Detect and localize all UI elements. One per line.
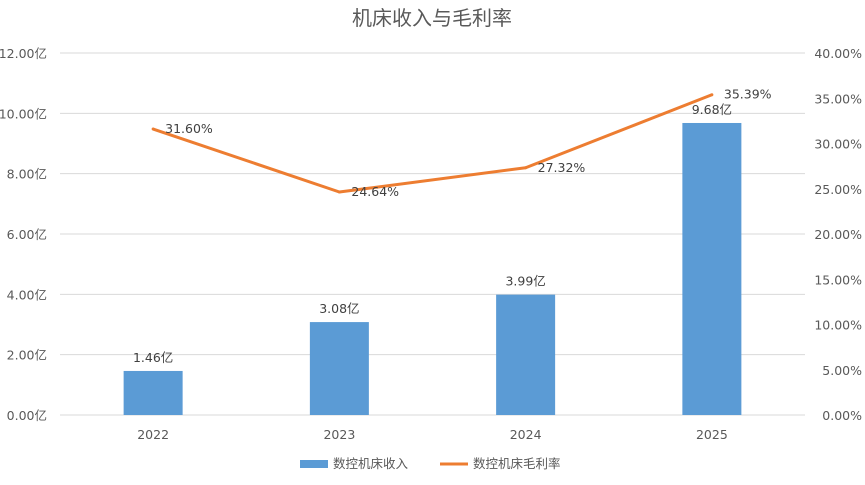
margin-line xyxy=(152,93,713,194)
right-tick-label: 0.00% xyxy=(822,408,862,423)
right-tick-label: 10.00% xyxy=(814,318,862,333)
line-data-label: 24.64% xyxy=(351,184,399,199)
line-series xyxy=(151,93,714,194)
bar-data-label: 3.08亿 xyxy=(319,301,359,316)
line-data-label: 31.60% xyxy=(165,121,213,136)
x-axis-ticks: 2022 2023 2024 2025 xyxy=(137,427,728,442)
x-tick-label: 2024 xyxy=(510,427,542,442)
legend-swatch-revenue xyxy=(300,460,328,468)
legend-label-margin: 数控机床毛利率 xyxy=(473,456,561,471)
left-tick-label: 4.00亿 xyxy=(7,287,47,302)
x-tick-label: 2023 xyxy=(323,427,355,442)
left-tick-label: 2.00亿 xyxy=(7,348,47,363)
bar-data-label: 3.99亿 xyxy=(505,274,545,289)
x-tick-label: 2022 xyxy=(137,427,169,442)
bar xyxy=(123,370,183,415)
right-tick-label: 30.00% xyxy=(814,137,862,152)
bar xyxy=(309,322,369,415)
left-tick-label: 8.00亿 xyxy=(7,167,47,182)
left-tick-label: 12.00亿 xyxy=(0,46,47,61)
line-point xyxy=(710,93,714,97)
right-axis-ticks: 0.00% 5.00% 10.00% 15.00% 20.00% 25.00% 30.00%… xyxy=(814,46,862,423)
line-point xyxy=(524,166,528,170)
bar-data-label: 9.68亿 xyxy=(692,102,732,117)
left-tick-label: 0.00亿 xyxy=(7,408,47,423)
right-tick-label: 15.00% xyxy=(814,272,862,287)
line-data-label: 35.39% xyxy=(724,87,772,102)
line-data-label: 27.32% xyxy=(538,160,586,175)
right-tick-label: 35.00% xyxy=(814,91,862,106)
legend-label-revenue: 数控机床收入 xyxy=(333,456,409,471)
bar-data-labels: 1.46亿 3.08亿 3.99亿 9.68亿 xyxy=(133,102,732,365)
right-tick-label: 5.00% xyxy=(822,363,862,378)
legend: 数控机床收入 数控机床毛利率 xyxy=(300,456,561,471)
line-point xyxy=(151,127,155,131)
right-tick-label: 25.00% xyxy=(814,182,862,197)
right-tick-label: 40.00% xyxy=(814,46,862,61)
bar xyxy=(496,294,556,415)
right-tick-label: 20.00% xyxy=(814,227,862,242)
bar xyxy=(682,122,742,415)
line-point xyxy=(337,190,341,194)
bar-data-label: 1.46亿 xyxy=(133,350,173,365)
left-axis-ticks: 0.00亿 2.00亿 4.00亿 6.00亿 8.00亿 10.00亿 12.00亿 xyxy=(0,46,47,423)
bar-series xyxy=(123,122,742,415)
gridlines xyxy=(60,52,805,416)
chart-title: 机床收入与毛利率 xyxy=(352,6,512,30)
x-tick-label: 2025 xyxy=(696,427,728,442)
line-data-labels: 31.60% 24.64% 27.32% 35.39% xyxy=(165,87,772,199)
left-tick-label: 6.00亿 xyxy=(7,227,47,242)
left-tick-label: 10.00亿 xyxy=(0,106,47,121)
